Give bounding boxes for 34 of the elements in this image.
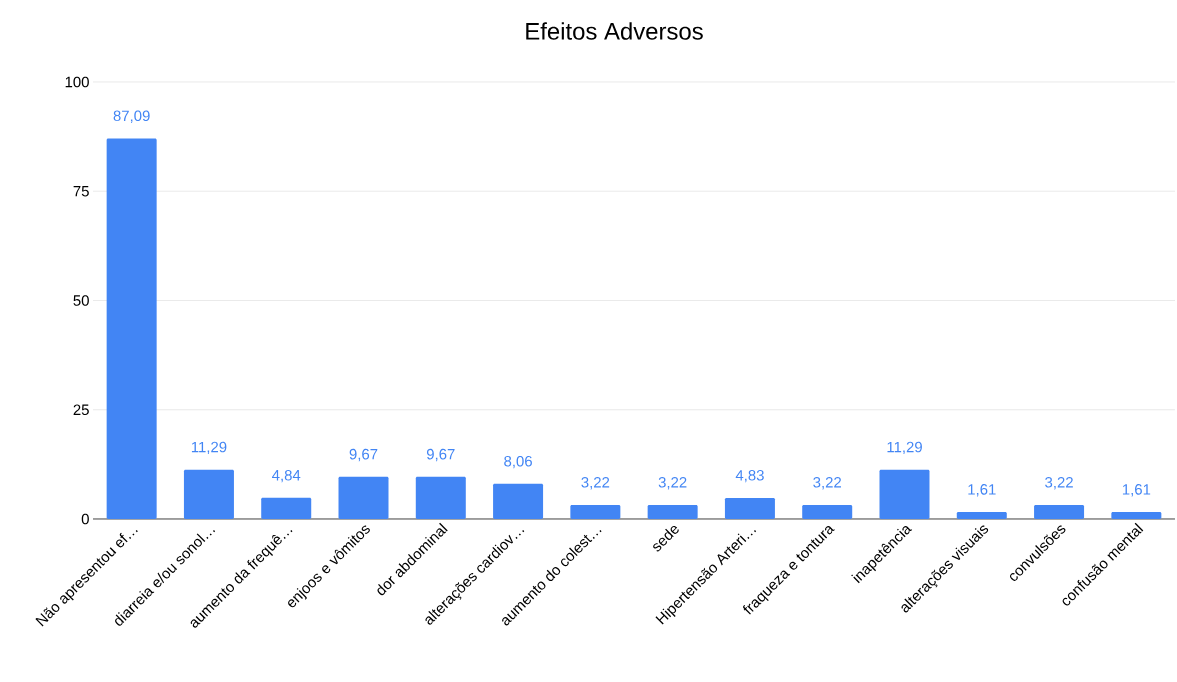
- bar: [647, 504, 698, 519]
- bar: [493, 483, 544, 519]
- data-label: 1,61: [1122, 484, 1151, 497]
- data-label: 4,83: [735, 470, 764, 483]
- y-tick-label: 25: [73, 404, 89, 416]
- bar: [570, 504, 621, 519]
- bar: [802, 504, 853, 519]
- data-label: 4,84: [272, 469, 301, 483]
- bar: [724, 497, 775, 519]
- data-label: 1,61: [968, 484, 996, 497]
- data-label: 3,22: [658, 477, 687, 490]
- bar: [338, 476, 389, 519]
- data-label: 3,22: [581, 477, 610, 490]
- bar: [183, 469, 234, 519]
- data-label: 9,67: [349, 448, 378, 462]
- data-label: 11,29: [887, 441, 922, 455]
- data-label: 9,67: [426, 448, 455, 462]
- bar: [1034, 504, 1085, 519]
- bar: [879, 469, 930, 519]
- y-tick-label: 100: [65, 76, 89, 88]
- data-label: 3,22: [813, 477, 842, 490]
- y-tick-label: 0: [81, 513, 89, 525]
- data-label: 11,29: [191, 441, 227, 455]
- bar: [1111, 511, 1162, 519]
- bar: [415, 476, 466, 519]
- bar: [106, 138, 157, 519]
- data-label: 3,22: [1045, 477, 1073, 490]
- data-label: 87,09: [113, 110, 150, 123]
- bar: [261, 497, 312, 519]
- bar: [956, 511, 1007, 519]
- y-tick-label: 50: [73, 295, 89, 306]
- y-tick-label: 75: [73, 186, 89, 197]
- chart-title: Efeitos Adversos: [526, 22, 703, 40]
- data-label: 8,06: [504, 455, 532, 469]
